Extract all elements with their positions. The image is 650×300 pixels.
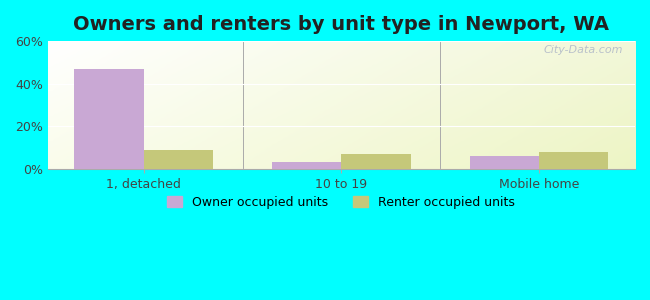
Bar: [144, 150, 213, 169]
Bar: [539, 152, 608, 169]
Title: Owners and renters by unit type in Newport, WA: Owners and renters by unit type in Newpo…: [73, 15, 609, 34]
Legend: Owner occupied units, Renter occupied units: Owner occupied units, Renter occupied un…: [162, 191, 521, 214]
Text: City-Data.com: City-Data.com: [544, 45, 623, 55]
Bar: [341, 154, 411, 169]
Bar: [272, 162, 341, 169]
Bar: [75, 69, 144, 169]
Bar: [470, 156, 539, 169]
